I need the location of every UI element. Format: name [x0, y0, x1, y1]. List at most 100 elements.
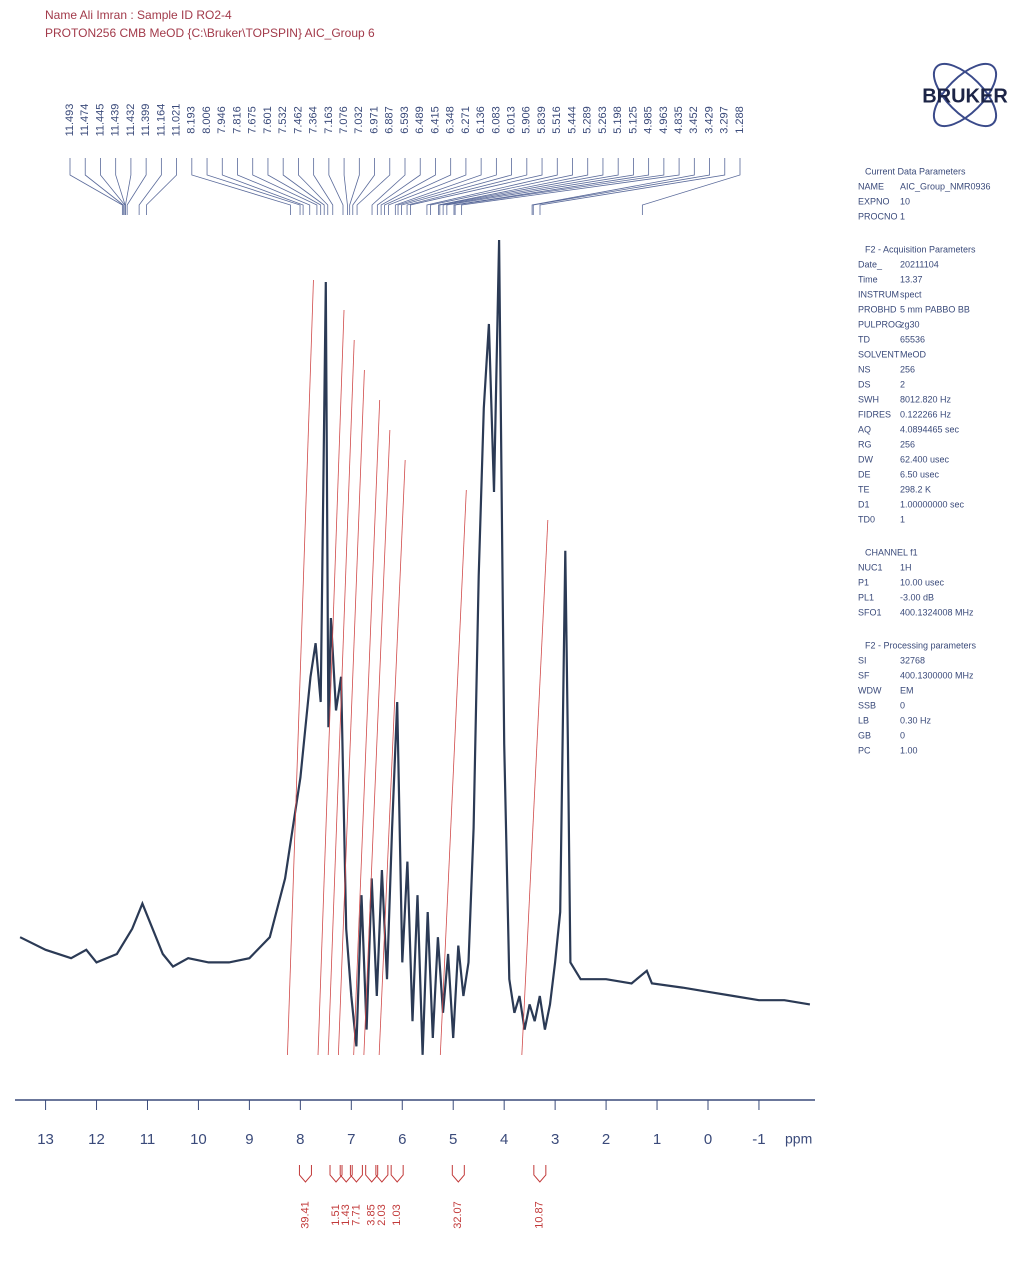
integral-bracket: [365, 1165, 379, 1183]
peak-leader: [376, 158, 421, 215]
parameter-key: PROBHD: [858, 304, 897, 314]
parameter-value: 32768: [900, 655, 925, 665]
peak-leader: [349, 158, 360, 215]
x-tick-label: -1: [752, 1131, 765, 1148]
parameter-section-title: CHANNEL f1: [865, 547, 918, 557]
parameter-value: AIC_Group_NMR0936: [900, 181, 991, 191]
parameter-value: 400.1324008 MHz: [900, 607, 974, 617]
parameter-key: SSB: [858, 700, 876, 710]
peak-label: 6.136: [475, 106, 487, 134]
x-tick-label: 3: [551, 1131, 559, 1148]
peak-leader: [439, 158, 604, 215]
x-tick-label: 7: [347, 1131, 355, 1148]
peak-label: 5.289: [582, 106, 594, 134]
peak-label: 5.125: [627, 106, 639, 134]
integral-bracket: [451, 1165, 465, 1183]
peak-leader: [69, 158, 123, 215]
parameter-value: 0: [900, 700, 905, 710]
integral-label: 39.41: [299, 1201, 311, 1229]
peak-leader: [84, 158, 124, 215]
parameter-value: 1: [900, 211, 905, 221]
parameter-section-title: Current Data Parameters: [865, 166, 966, 176]
parameter-value: 62.400 usec: [900, 454, 950, 464]
peak-label: 8.006: [201, 106, 213, 134]
peak-label: 11.164: [155, 104, 167, 137]
integral-curve: [317, 309, 345, 1056]
integral-label: 1.43: [340, 1204, 352, 1225]
x-tick-label: 11: [140, 1131, 156, 1148]
integral-curve: [353, 399, 381, 1056]
parameter-value: 2: [900, 379, 905, 389]
bruker-logo: BRUKER: [922, 62, 1008, 128]
peak-leader: [438, 158, 589, 215]
parameter-value: 1: [900, 514, 905, 524]
parameter-key: Date_: [858, 259, 883, 269]
integral-curve: [287, 279, 314, 1056]
x-tick-label: 2: [602, 1131, 610, 1148]
peak-label: 7.532: [277, 106, 289, 134]
peak-label: 4.985: [643, 106, 655, 134]
peak-label: 5.839: [536, 106, 548, 134]
peak-leader: [191, 158, 291, 215]
peak-leader: [126, 158, 147, 215]
parameter-value: 0: [900, 730, 905, 740]
peak-leader: [380, 158, 436, 215]
x-tick-label: 5: [449, 1131, 457, 1148]
parameter-key: NUC1: [858, 562, 883, 572]
integral-label: 32.07: [452, 1201, 464, 1229]
header-line: Name Ali Imran : Sample ID RO2-4: [45, 8, 232, 22]
integral-curve: [338, 369, 365, 1056]
peak-leader: [298, 158, 329, 215]
parameter-value: EM: [900, 685, 914, 695]
peak-label: 8.193: [186, 106, 198, 134]
peak-leader: [138, 158, 162, 215]
peak-leader: [442, 158, 619, 215]
parameter-value: 8012.820 Hz: [900, 394, 952, 404]
parameter-key: SOLVENT: [858, 349, 900, 359]
peak-label: 7.816: [231, 106, 243, 134]
peak-leader: [539, 158, 726, 215]
parameter-value: 1.00000000 sec: [900, 499, 965, 509]
peak-label: 5.444: [566, 106, 578, 134]
parameter-key: PULPROG: [858, 319, 902, 329]
parameter-value: 1H: [900, 562, 912, 572]
parameter-key: DS: [858, 379, 871, 389]
parameter-value: 6.50 usec: [900, 469, 940, 479]
parameter-key: PROCNO: [858, 211, 898, 221]
parameter-key: GB: [858, 730, 871, 740]
peak-leader: [125, 158, 132, 215]
parameter-value: 4.0894465 sec: [900, 424, 960, 434]
parameter-value: spect: [900, 289, 922, 299]
peak-label: 7.675: [247, 106, 259, 134]
x-tick-label: 9: [245, 1131, 253, 1148]
peak-label: 3.297: [719, 106, 731, 134]
peak-label: 5.198: [612, 106, 624, 134]
peak-leader: [453, 158, 650, 215]
peak-label: 11.439: [110, 104, 122, 137]
peak-label: 4.835: [673, 106, 685, 134]
x-tick-label: 0: [704, 1131, 712, 1148]
parameter-key: LB: [858, 715, 869, 725]
parameter-value: 400.1300000 MHz: [900, 670, 974, 680]
x-tick-label: 13: [37, 1131, 54, 1148]
peak-leader: [446, 158, 634, 215]
integral-bracket: [339, 1165, 353, 1183]
peak-leader: [532, 158, 710, 215]
peak-label: 4.963: [658, 106, 670, 134]
peak-label: 6.013: [505, 106, 517, 134]
integral-label: 3.85: [366, 1204, 378, 1225]
parameter-value: 256: [900, 439, 915, 449]
peak-label: 5.906: [521, 106, 533, 134]
peak-leader: [397, 158, 497, 215]
peak-leader: [426, 158, 558, 215]
parameter-value: 10.00 usec: [900, 577, 945, 587]
parameter-key: NS: [858, 364, 871, 374]
parameter-value: -3.00 dB: [900, 592, 934, 602]
x-tick-label: 12: [88, 1131, 105, 1148]
parameter-value: 256: [900, 364, 915, 374]
peak-leader: [461, 158, 680, 215]
parameter-value: 5 mm PABBO BB: [900, 304, 970, 314]
peak-label: 5.263: [597, 106, 609, 134]
parameter-key: PL1: [858, 592, 874, 602]
peak-label: 7.364: [308, 106, 320, 134]
